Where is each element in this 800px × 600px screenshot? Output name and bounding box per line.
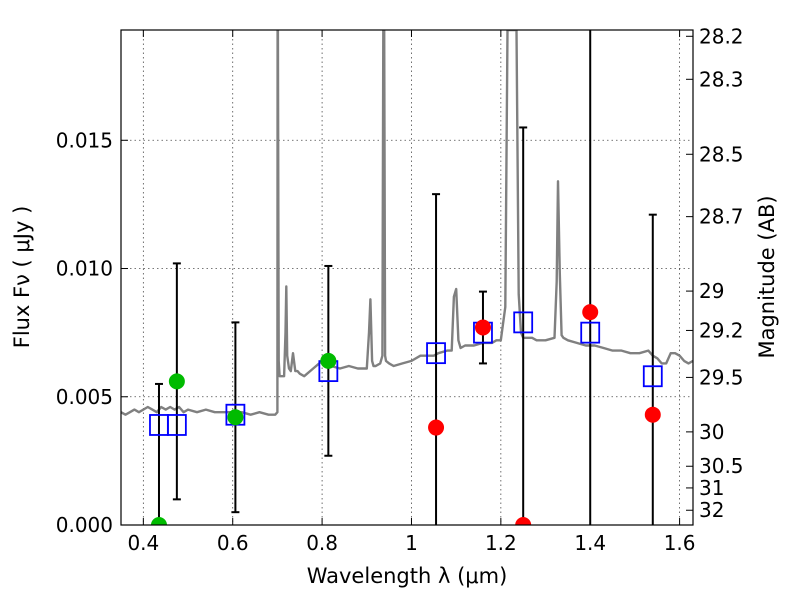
x-tick-label: 1.4 [574, 531, 606, 555]
model-square-marker [166, 414, 187, 436]
y-tick-label: 0.005 [56, 385, 113, 409]
tick-labels: 0.4 0.6 0.8 1 1.2 1.4 1.6 0.000 0.005 0.010 0.015 2… [56, 24, 744, 555]
y-tick-label: 0.000 [56, 513, 113, 537]
model-square-marker [513, 311, 534, 334]
right-axis-label: Magnitude (AB) [755, 195, 779, 358]
x-axis-label: Wavelength λ (μm) [307, 564, 508, 588]
right-tick-label: 29.5 [699, 365, 744, 389]
plot-frame [120, 29, 694, 526]
plot-background [121, 30, 693, 525]
x-tick-label: 0.6 [217, 531, 249, 555]
right-tick-label: 30 [699, 420, 724, 444]
x-tick-label: 1.6 [664, 531, 696, 555]
right-tick-label: 28.7 [699, 205, 744, 229]
observed-point [150, 517, 167, 525]
observed-point [168, 373, 185, 390]
observed-point [428, 419, 445, 436]
ticks [121, 30, 693, 526]
x-tick-label: 1.2 [485, 531, 517, 555]
right-tick-label: 31 [699, 476, 724, 500]
observed-point [515, 517, 532, 525]
right-tick-label: 28.2 [699, 24, 744, 48]
model-square-marker [580, 321, 601, 344]
y-tick-label: 0.010 [56, 257, 113, 281]
observed-point [320, 352, 337, 369]
model-square-marker [426, 342, 446, 365]
right-tick-label: 28.5 [699, 142, 744, 166]
marker-layer [149, 304, 663, 525]
observed-point [227, 409, 244, 426]
right-tick-label: 29 [699, 279, 724, 303]
observed-point [644, 406, 661, 423]
y-axis-label: Flux Fν ( μJy ) [10, 206, 34, 349]
x-tick-label: 0.4 [127, 531, 159, 555]
observed-point [474, 319, 491, 336]
model-square-marker [642, 365, 663, 388]
right-tick-label: 30.5 [699, 454, 744, 478]
y-tick-label: 0.015 [56, 128, 113, 152]
x-tick-label: 1 [405, 531, 418, 555]
right-tick-label: 29.2 [699, 318, 744, 342]
grid [121, 30, 693, 525]
right-tick-label: 32 [699, 498, 724, 522]
errorbar-layer [154, 30, 657, 525]
observed-point [582, 304, 599, 321]
right-tick-label: 28.3 [699, 67, 744, 91]
x-tick-label: 0.8 [306, 531, 338, 555]
